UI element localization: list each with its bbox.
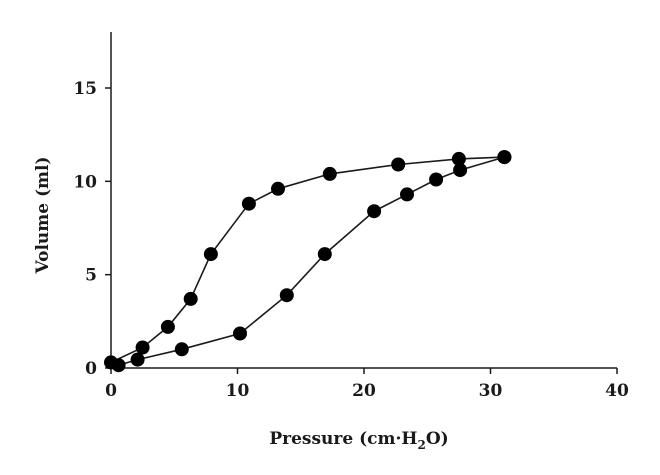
x-tick-label: 0 <box>105 381 117 401</box>
data-point <box>271 181 285 196</box>
data-point <box>174 342 189 357</box>
series-markers <box>104 150 512 373</box>
data-point <box>183 291 198 306</box>
x-tick-label: 40 <box>605 381 629 401</box>
data-point <box>367 204 382 219</box>
data-point <box>160 319 175 334</box>
data-point <box>203 247 218 262</box>
y-tick-label: 10 <box>73 172 97 192</box>
data-point <box>391 157 406 172</box>
x-tick-label: 20 <box>352 381 376 401</box>
x-tick-label: 30 <box>479 381 503 401</box>
x-axis-title: Pressure (cm·H2O) <box>269 429 448 452</box>
data-point <box>111 358 126 373</box>
data-point <box>135 340 150 355</box>
data-point <box>317 247 332 262</box>
data-point <box>130 352 145 367</box>
data-point <box>279 288 294 303</box>
data-point <box>233 326 247 341</box>
axes: 0 10 20 30 40 0 5 10 15 <box>73 32 629 401</box>
data-point <box>453 163 468 178</box>
data-point <box>241 196 256 211</box>
data-point <box>451 151 466 166</box>
data-point <box>497 150 512 165</box>
series-lines <box>110 156 505 366</box>
y-tick-label: 5 <box>85 266 97 286</box>
y-tick-label: 0 <box>85 359 97 379</box>
data-point <box>322 166 337 181</box>
x-tick-label: 10 <box>226 381 250 401</box>
y-axis-title: Volume (ml) <box>33 156 53 274</box>
data-point <box>429 172 444 187</box>
y-tick-label: 15 <box>73 79 97 99</box>
series-line-2 <box>118 156 505 366</box>
data-point <box>400 187 414 202</box>
